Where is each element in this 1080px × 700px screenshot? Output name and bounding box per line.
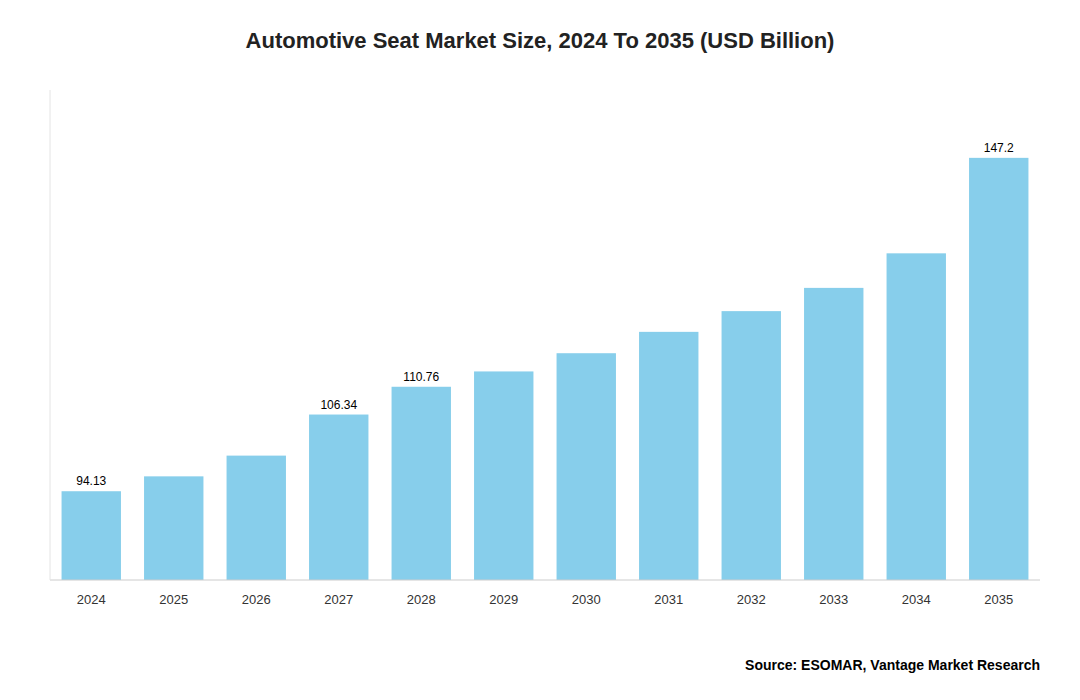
x-tick-label: 2035 <box>984 592 1013 607</box>
bar <box>227 456 286 580</box>
bar <box>474 371 533 580</box>
chart-title: Automotive Seat Market Size, 2024 To 203… <box>246 28 835 53</box>
x-tick-label: 2030 <box>572 592 601 607</box>
x-tick-label: 2034 <box>902 592 931 607</box>
bar <box>62 491 121 580</box>
x-tick-label: 2033 <box>819 592 848 607</box>
bar <box>392 387 451 580</box>
bar <box>969 158 1028 580</box>
bar <box>804 288 863 580</box>
x-tick-label: 2029 <box>489 592 518 607</box>
x-axis-line <box>50 580 1040 581</box>
chart-container: Automotive Seat Market Size, 2024 To 203… <box>0 0 1080 700</box>
x-tick-label: 2028 <box>407 592 436 607</box>
x-tick-label: 2027 <box>324 592 353 607</box>
x-tick-label: 2026 <box>242 592 271 607</box>
source-note: Source: ESOMAR, Vantage Market Research <box>745 657 1040 673</box>
data-label: 106.34 <box>320 398 357 412</box>
bar <box>887 253 946 580</box>
data-label: 110.76 <box>403 370 439 384</box>
x-tick-label: 2031 <box>654 592 683 607</box>
y-axis-line <box>50 90 51 580</box>
chart-svg: Automotive Seat Market Size, 2024 To 203… <box>0 0 1080 700</box>
x-tick-label: 2025 <box>159 592 188 607</box>
data-label: 147.2 <box>984 141 1014 155</box>
bars <box>62 158 1029 580</box>
bar <box>639 332 698 580</box>
x-tick-label: 2024 <box>77 592 106 607</box>
x-tick-label: 2032 <box>737 592 766 607</box>
bar <box>144 476 203 580</box>
bar <box>309 415 368 580</box>
data-label: 94.13 <box>76 474 106 488</box>
bar <box>557 353 616 580</box>
bar <box>722 311 781 580</box>
